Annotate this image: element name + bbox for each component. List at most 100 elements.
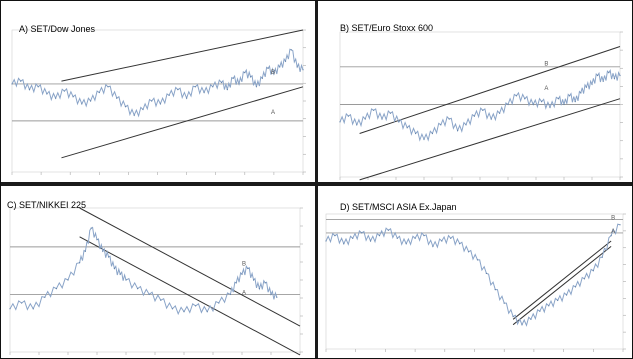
data-point [423,138,425,140]
data-point [273,73,275,75]
data-point [334,235,336,237]
level-marker-b: B [544,61,548,67]
data-point [490,118,492,120]
data-point [220,81,223,84]
data-point [485,272,487,274]
data-point [325,240,327,242]
series-line-0 [325,223,621,327]
data-point [195,305,197,307]
data-point [171,308,173,310]
data-point [37,86,39,88]
data-point [238,83,240,85]
data-point [361,232,363,234]
data-point [28,89,31,91]
data-point [396,237,398,239]
data-point [356,124,358,126]
data-point [574,101,576,103]
data-point [459,243,461,245]
data-point [168,94,170,96]
data-point [116,97,118,99]
data-point [232,77,234,79]
trend-line-0 [79,207,301,327]
data-point [339,121,341,123]
data-point [119,273,121,275]
data-point [499,112,501,114]
data-point [619,74,621,77]
data-point [415,132,417,135]
data-point [423,235,425,237]
data-point [381,118,383,120]
trend-line-1 [512,240,612,320]
data-point [541,101,543,103]
data-point [142,108,144,111]
data-point [203,91,205,94]
data-point [113,267,115,270]
series-line-0 [11,48,304,118]
chart-b-svg: BA [339,31,623,181]
data-point [592,270,594,272]
data-point [137,288,139,290]
data-point [253,279,255,281]
trend-line-0 [61,29,304,82]
data-point [255,86,258,88]
data-point [583,278,585,280]
data-point [364,118,366,120]
data-point [108,256,110,258]
level-marker-a: A [611,229,615,235]
data-point [226,89,228,91]
data-point [55,97,57,99]
series-line-0 [339,69,621,142]
data-point [44,296,46,298]
data-point [476,259,479,261]
data-point [473,115,475,117]
data-point [79,262,81,264]
data-point [521,324,523,326]
data-point [98,91,100,94]
data-point [557,299,559,301]
level-marker-a: A [544,86,548,92]
data-point [261,77,263,79]
trend-line-0 [359,46,621,134]
trend-line-0 [512,246,612,326]
data-point [602,80,604,82]
vertical-divider [315,0,318,359]
data-point [398,121,400,123]
data-point [569,95,571,97]
chart-b-title: B) SET/Euro Stoxx 600 [340,23,434,33]
data-point [557,98,559,100]
chart-a-title: A) SET/Dow Jones [19,24,96,34]
data-point [512,316,514,318]
data-point [279,66,281,68]
data-point [441,240,443,242]
data-point [524,98,526,100]
trend-line-1 [61,86,304,159]
data-point [347,115,349,117]
data-point [258,288,260,290]
data-point [229,293,231,295]
data-point [11,83,13,85]
data-point [133,114,135,116]
data-point [32,308,34,310]
data-point [619,224,621,226]
data-point [125,279,127,281]
panel-d: B A D) SET/MSCI ASIA Ex.Japan [318,186,633,359]
data-point [448,118,450,120]
data-point [160,299,162,301]
data-point [565,294,568,296]
data-point [9,308,11,310]
data-point [206,311,208,313]
data-point [530,318,532,320]
data-point [241,273,243,275]
chart-d-title: D) SET/MSCI ASIA Ex.Japan [340,202,457,212]
data-point [244,72,246,74]
level-marker-b: B [611,215,615,221]
data-point [235,282,237,284]
data-point [55,288,58,290]
data-point [563,103,565,106]
data-point [532,103,534,106]
data-point [102,250,104,252]
data-point [389,112,391,114]
data-point [159,103,162,105]
